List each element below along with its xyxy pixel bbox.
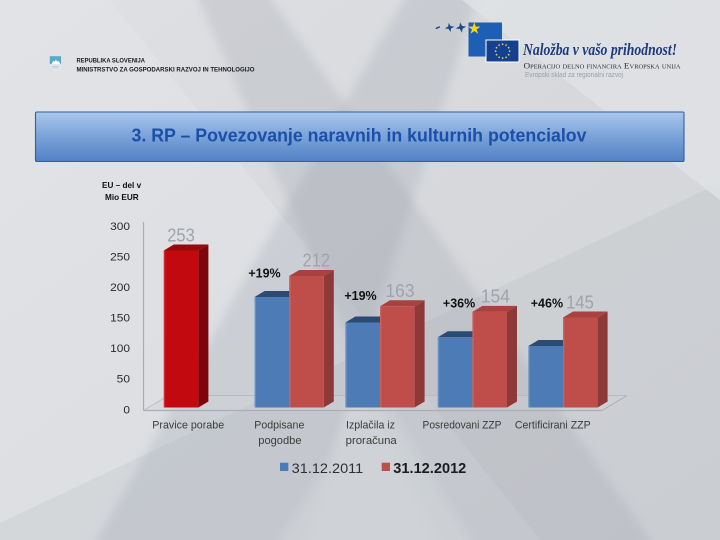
svg-text:Pravice porabe: Pravice porabe: [152, 420, 224, 432]
svg-text:200: 200: [110, 282, 130, 294]
svg-text:145: 145: [566, 291, 594, 312]
svg-text:pogodbe: pogodbe: [258, 435, 301, 447]
svg-text:163: 163: [386, 280, 415, 301]
svg-text:Evropski sklad za regionalni r: Evropski sklad za regionalni razvoj: [525, 70, 623, 79]
svg-text:150: 150: [110, 313, 130, 325]
svg-text:212: 212: [303, 250, 331, 271]
svg-text:+19%: +19%: [344, 289, 376, 303]
svg-text:Operacijo delno financira Evro: Operacijo delno financira Evropska unija: [524, 61, 682, 71]
svg-text:+19%: +19%: [248, 266, 280, 280]
svg-text:100: 100: [110, 343, 130, 355]
svg-text:31.12.2011: 31.12.2011: [292, 460, 364, 476]
svg-text:0: 0: [123, 404, 130, 416]
svg-text:250: 250: [110, 251, 130, 263]
svg-text:Podpisane: Podpisane: [254, 420, 304, 432]
svg-text:253: 253: [167, 224, 195, 245]
svg-text:proračuna: proračuna: [346, 435, 398, 447]
svg-text:MINISTRSTVO ZA GOSPODARSKI RAZ: MINISTRSTVO ZA GOSPODARSKI RAZVOJ IN TEH…: [77, 66, 255, 73]
svg-text:31.12.2012: 31.12.2012: [393, 461, 466, 477]
svg-text:Naložba v vašo prihodnost!: Naložba v vašo prihodnost!: [522, 40, 677, 59]
svg-text:REPUBLIKA SLOVENIJA: REPUBLIKA SLOVENIJA: [77, 57, 146, 64]
svg-text:300: 300: [110, 221, 130, 233]
svg-text:+36%: +36%: [443, 297, 475, 311]
svg-text:+46%: +46%: [531, 296, 563, 310]
svg-text:50: 50: [117, 374, 130, 386]
svg-text:3. RP – Povezovanje naravnih i: 3. RP – Povezovanje naravnih in kulturni…: [132, 125, 588, 146]
svg-text:EU – del v: EU – del v: [102, 181, 142, 190]
svg-text:Posredovani ZZP: Posredovani ZZP: [423, 420, 502, 432]
svg-text:Mio EUR: Mio EUR: [105, 193, 139, 202]
svg-text:Certificirani ZZP: Certificirani ZZP: [515, 420, 591, 432]
svg-text:154: 154: [481, 286, 510, 307]
svg-text:Izplačila iz: Izplačila iz: [346, 420, 395, 432]
